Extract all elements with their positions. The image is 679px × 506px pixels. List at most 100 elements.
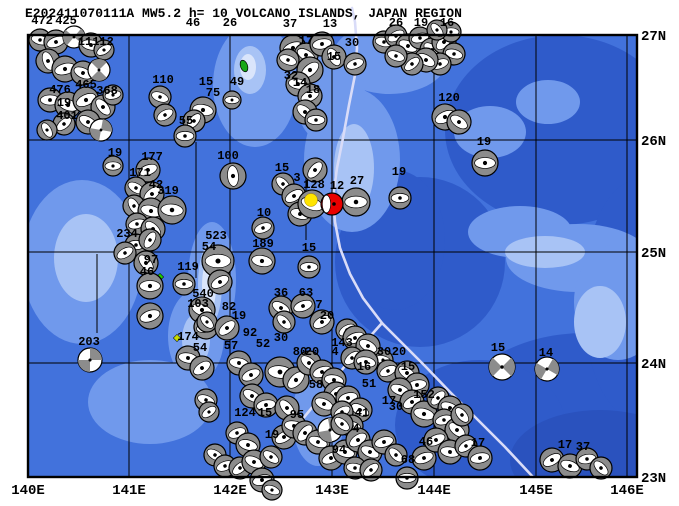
beachball-axis-dot (438, 62, 442, 66)
beachball-axis-dot (200, 107, 206, 113)
beachball-axis-dot (435, 28, 439, 32)
beachball-axis-dot (585, 457, 589, 461)
beachball-axis-dot (215, 258, 221, 264)
beachball-count-label: 15 (275, 161, 289, 175)
beachball-axis-dot (343, 450, 347, 454)
beachball-axis-dot (368, 450, 372, 454)
beachball-axis-dot (436, 396, 440, 400)
beachball (135, 157, 161, 183)
beachball-count-label: 54 (202, 240, 216, 254)
beachball-axis-dot (101, 105, 105, 109)
beachball-count-label: 19 (392, 165, 406, 179)
beachball-axis-dot (308, 94, 312, 98)
beachball-axis-dot (282, 435, 286, 439)
beachball-count-label: 54 (193, 341, 207, 355)
beachball-axis-dot (46, 59, 50, 63)
beachball-axis-dot (81, 71, 85, 75)
beachball-axis-dot (169, 207, 175, 213)
beachball-count-label: 171 (129, 166, 151, 180)
beachball-axis-dot (48, 98, 52, 102)
beachball-axis-dot (410, 62, 414, 66)
highlight-event-beachball (320, 192, 344, 216)
beachball-axis-dot (358, 408, 362, 412)
beachball (138, 228, 162, 252)
beachball-count-label: 27 (350, 174, 364, 188)
beachball-axis-dot (230, 98, 234, 102)
beachball (133, 250, 159, 276)
beachball-count-label: 100 (217, 149, 239, 163)
beachball-axis-dot (329, 456, 333, 460)
beachball (302, 157, 328, 183)
beachball-count-label: 46 (419, 435, 433, 449)
beachball (172, 272, 196, 296)
beachball-axis-dot (316, 440, 320, 444)
beachball-axis-dot (89, 43, 93, 47)
beachball-count-label: 18 (306, 83, 320, 97)
beachball-axis-dot (421, 411, 427, 417)
beachball (272, 310, 296, 334)
beachball-count-label: 94 (332, 443, 346, 457)
latitude-axis-label: 25N (641, 246, 666, 262)
beachball-axis-dot (340, 422, 344, 426)
beachball-count-label: 95 (290, 408, 304, 422)
beachball-axis-dot (97, 68, 101, 72)
beachball-count-label: 3 (293, 171, 300, 185)
beachball-axis-dot (207, 410, 211, 414)
beachball-count-label: 19 (414, 16, 428, 30)
beachball (359, 458, 383, 482)
beachball-count-label: 19 (232, 309, 246, 323)
beachball (93, 39, 115, 61)
beachball-count-label: 80 (293, 345, 307, 359)
beachball-axis-dot (422, 456, 426, 460)
beachball (198, 401, 220, 423)
latitude-axis-label: 27N (641, 29, 666, 45)
beachball-count-label: 4 (352, 422, 359, 436)
beachball-axis-dot (382, 440, 386, 444)
beachball-axis-dot (192, 119, 196, 123)
beachball-count-label: 523 (205, 229, 227, 243)
highlight-beachball-axis-dot (332, 202, 336, 206)
beachball-axis-dot (238, 466, 242, 470)
beachball (589, 456, 613, 480)
beachball-axis-dot (320, 42, 324, 46)
beachball (87, 58, 111, 82)
beachball-count-label: 15 (401, 360, 415, 374)
beachball-axis-dot (568, 464, 572, 468)
beachball-axis-dot (134, 243, 138, 247)
beachball-count-label: 57 (224, 339, 238, 353)
beachball-count-label: 425 (55, 14, 77, 28)
beachball-count-label: 49 (230, 75, 244, 89)
beachball-axis-dot (65, 102, 71, 108)
beachball-count-label: 14 (293, 76, 307, 90)
beachball (102, 155, 124, 177)
beachball (214, 315, 240, 341)
beachball-axis-dot (460, 413, 464, 417)
beachball-axis-dot (282, 320, 286, 324)
beachball-count-label: 103 (187, 297, 209, 311)
beachball (534, 356, 560, 382)
beachball-count-label: 37 (576, 440, 590, 454)
beachball-axis-dot (353, 336, 357, 340)
beachball-count-label: 42 (149, 178, 163, 192)
beachball (52, 112, 76, 136)
beachball (102, 84, 124, 106)
beachball-axis-dot (260, 478, 264, 482)
beachball (77, 347, 103, 373)
beachball-axis-dot (406, 44, 410, 48)
beachball-count-label: 19 (265, 428, 279, 442)
latitude-axis-label: 24N (641, 357, 666, 373)
beachball-axis-dot (163, 113, 167, 117)
beachball-axis-dot (313, 168, 317, 172)
beachball (488, 353, 516, 381)
beachball-count-label: 119 (177, 260, 199, 274)
beachball-axis-dot (246, 443, 250, 447)
beachball-axis-dot (132, 204, 136, 208)
beachball-count-label: 16 (357, 360, 371, 374)
beachball-axis-dot (269, 455, 273, 459)
beachball-count-label: 12 (330, 179, 344, 193)
latitude-axis-label: 23N (641, 471, 666, 487)
beachball-count-label: 20 (392, 345, 406, 359)
latitude-axis-label: 26N (641, 134, 666, 150)
beachball-axis-dot (279, 306, 283, 310)
beachball-axis-dot (86, 120, 90, 124)
